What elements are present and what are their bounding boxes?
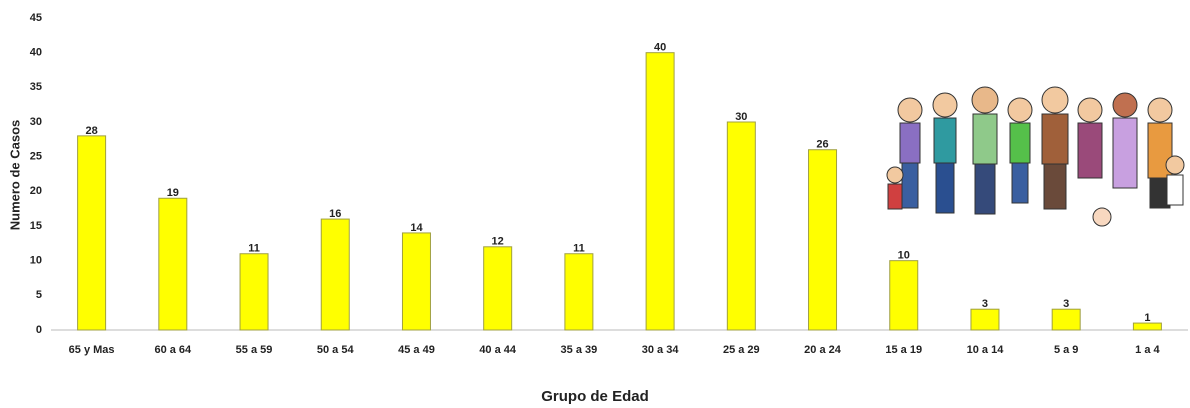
y-axis-title: Numero de Casos bbox=[7, 120, 22, 231]
x-tick-label: 15 a 19 bbox=[885, 344, 922, 356]
y-tick-label: 30 bbox=[30, 116, 42, 128]
x-tick-label: 10 a 14 bbox=[967, 344, 1005, 356]
y-tick-label: 25 bbox=[30, 151, 42, 163]
bar bbox=[78, 136, 106, 330]
bar bbox=[565, 254, 593, 330]
x-tick-label: 65 y Mas bbox=[69, 344, 115, 356]
chart: Numero de Casos Grupo de Edad 0 5 10 15 20 25… bbox=[0, 0, 1190, 408]
bar bbox=[321, 219, 349, 330]
y-tick-label: 35 bbox=[30, 81, 42, 93]
y-tick-label: 5 bbox=[36, 289, 42, 301]
x-tick-label: 55 a 59 bbox=[236, 344, 273, 356]
value-label: 16 bbox=[329, 208, 341, 220]
x-tick-label: 20 a 24 bbox=[804, 344, 842, 356]
y-tick-label: 40 bbox=[30, 47, 42, 59]
value-label: 30 bbox=[735, 111, 747, 123]
x-tick-label: 45 a 49 bbox=[398, 344, 435, 356]
bar bbox=[240, 254, 268, 330]
x-tick-label: 5 a 9 bbox=[1054, 344, 1078, 356]
bar bbox=[971, 309, 999, 330]
y-tick-label: 10 bbox=[30, 255, 42, 267]
x-tick-label: 40 a 44 bbox=[479, 344, 517, 356]
value-label: 11 bbox=[248, 243, 260, 255]
bar bbox=[646, 53, 674, 330]
value-label: 12 bbox=[492, 236, 504, 248]
bar bbox=[727, 122, 755, 330]
value-label: 3 bbox=[1063, 298, 1069, 310]
value-label: 3 bbox=[982, 298, 988, 310]
bar bbox=[159, 198, 187, 330]
y-tick-label: 20 bbox=[30, 185, 42, 197]
y-tick-label: 45 bbox=[30, 12, 42, 24]
bar bbox=[1133, 323, 1161, 330]
value-label: 40 bbox=[654, 42, 666, 54]
value-label: 1 bbox=[1144, 312, 1150, 324]
x-tick-label: 35 a 39 bbox=[561, 344, 598, 356]
value-label: 26 bbox=[816, 139, 828, 151]
x-tick-label: 30 a 34 bbox=[642, 344, 680, 356]
value-label: 10 bbox=[898, 250, 910, 262]
y-tick-label: 0 bbox=[36, 324, 42, 336]
value-label: 11 bbox=[573, 243, 585, 255]
bar bbox=[890, 261, 918, 330]
family-illustration bbox=[880, 75, 1190, 250]
value-label: 14 bbox=[410, 222, 423, 234]
value-label: 19 bbox=[167, 187, 179, 199]
bar bbox=[1052, 309, 1080, 330]
x-tick-label: 50 a 54 bbox=[317, 344, 355, 356]
bar bbox=[484, 247, 512, 330]
y-tick-label: 15 bbox=[30, 220, 42, 232]
x-tick-label: 1 a 4 bbox=[1135, 344, 1160, 356]
x-tick-label: 60 a 64 bbox=[154, 344, 192, 356]
bar bbox=[809, 150, 837, 330]
value-label: 28 bbox=[85, 125, 97, 137]
x-axis-title: Grupo de Edad bbox=[541, 388, 649, 405]
bar bbox=[402, 233, 430, 330]
x-tick-label: 25 a 29 bbox=[723, 344, 760, 356]
